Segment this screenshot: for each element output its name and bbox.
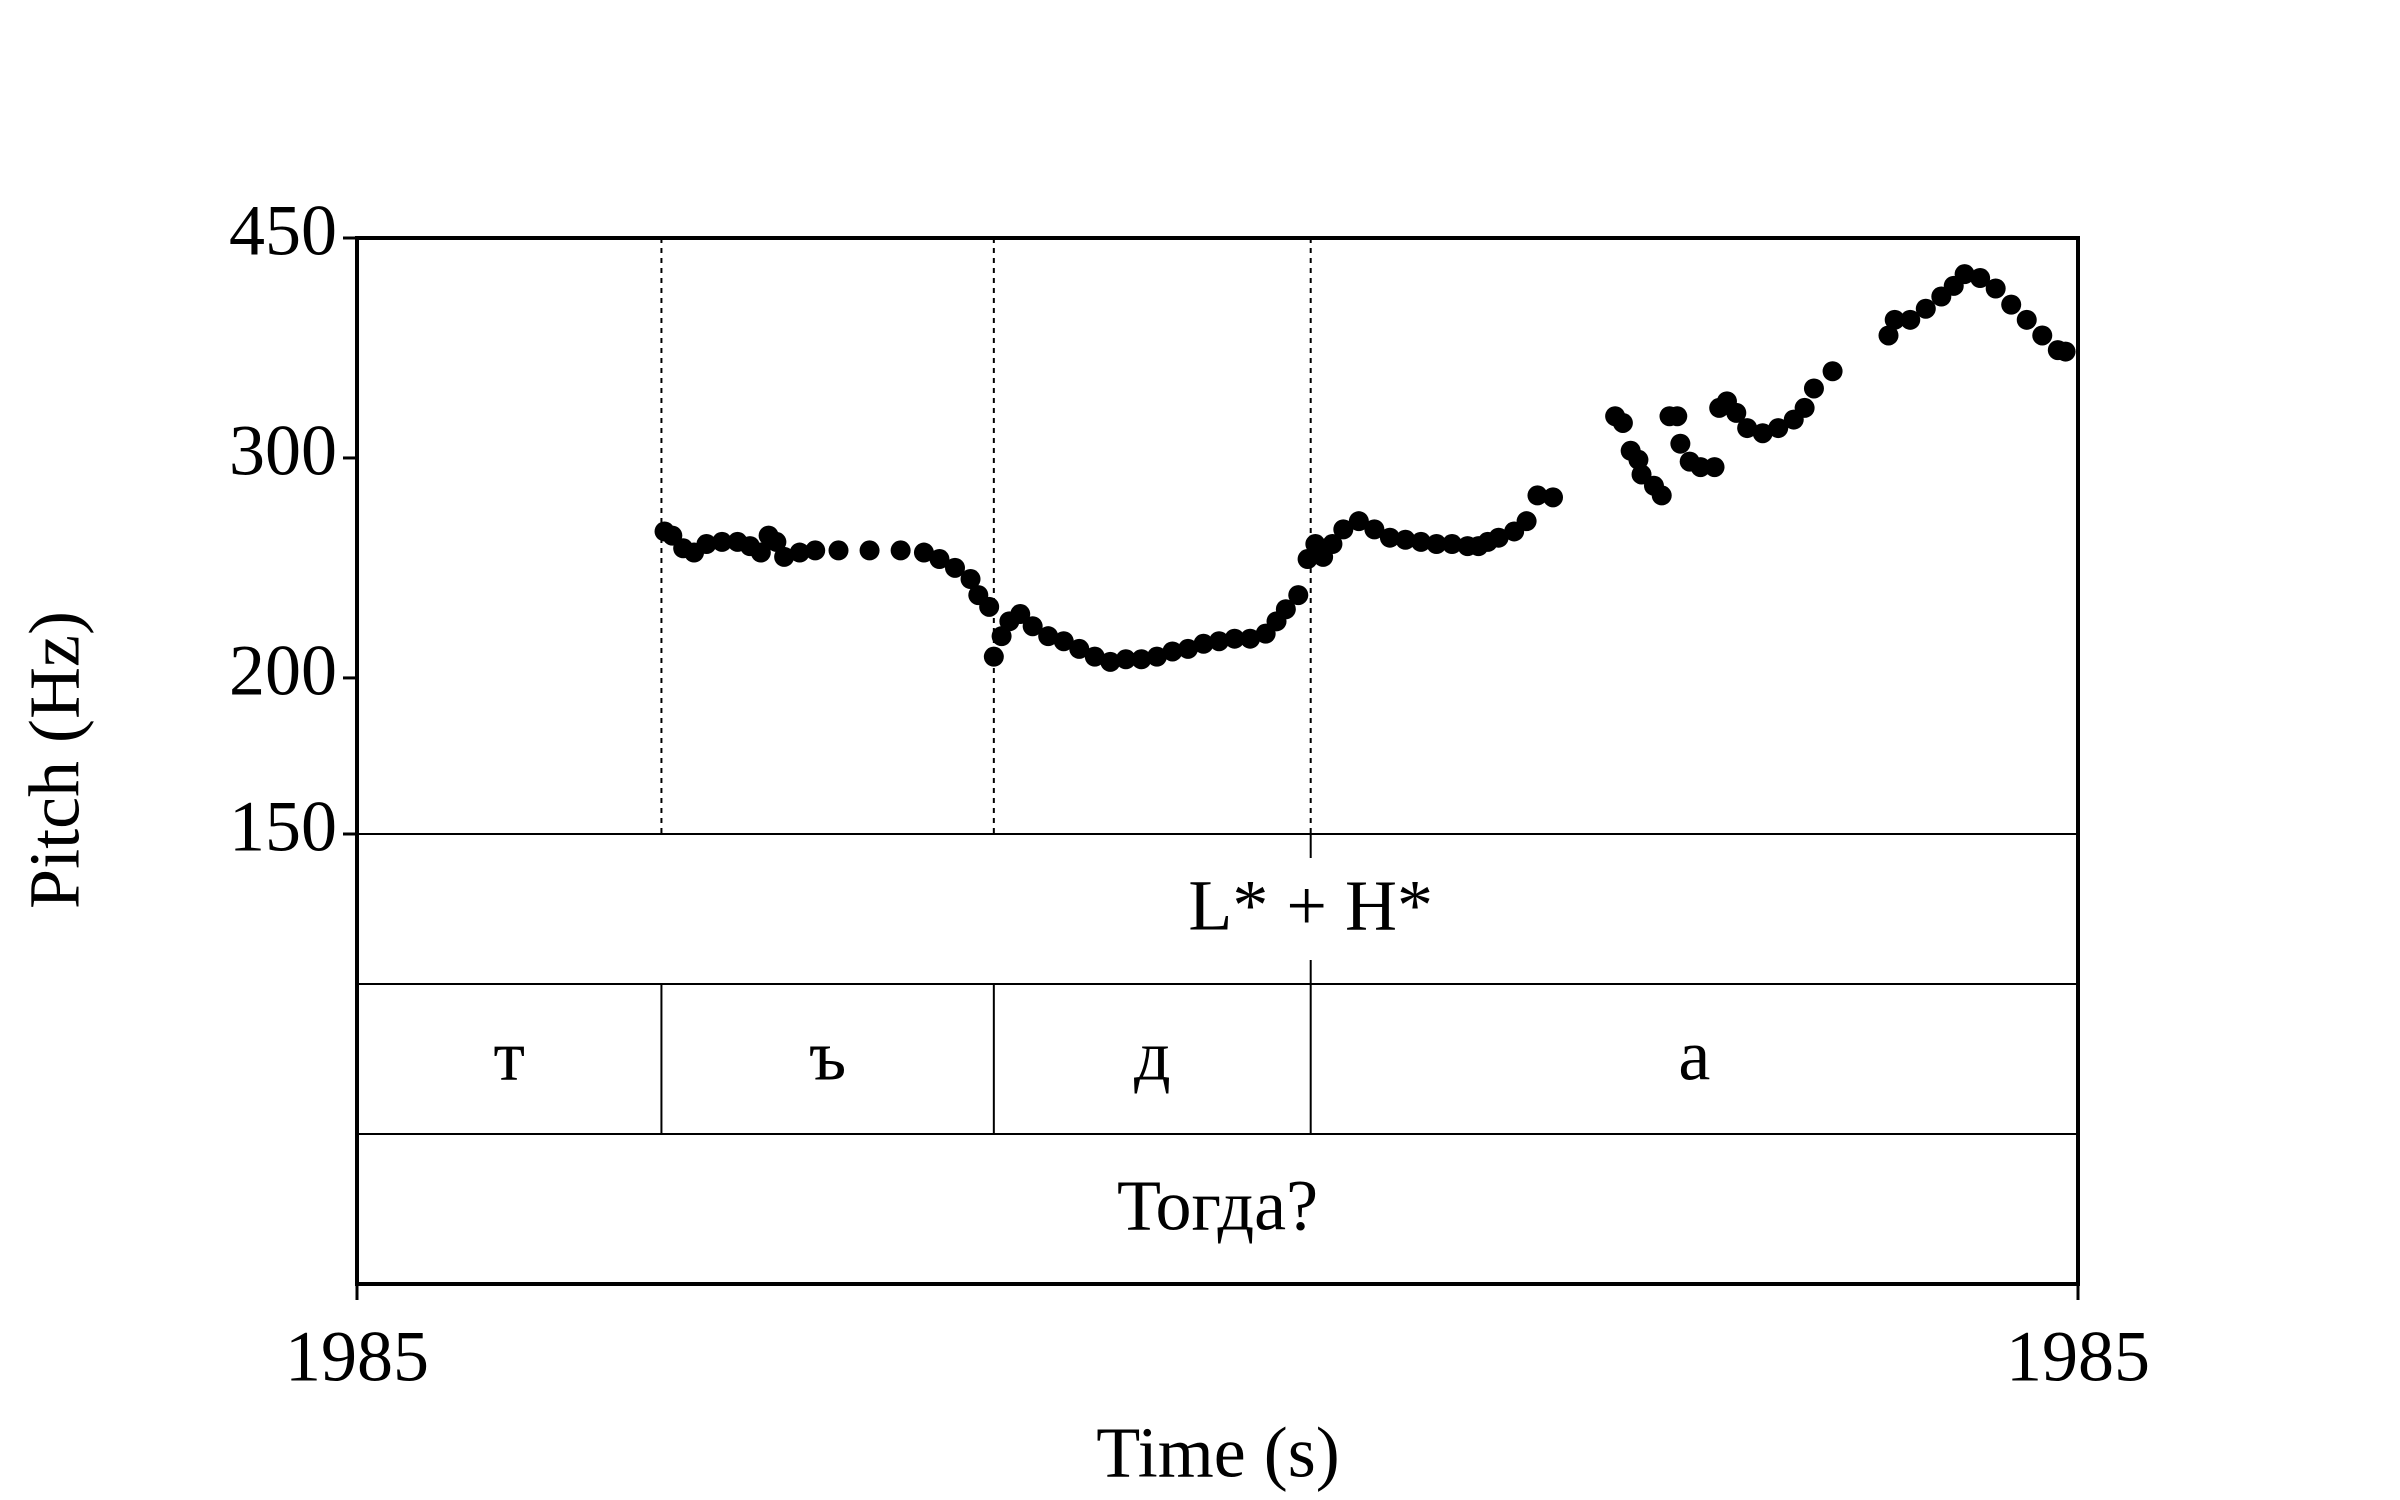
- pitch-point: [750, 542, 771, 563]
- tier-label: д: [1134, 1016, 1171, 1096]
- pitch-point: [1985, 278, 2006, 299]
- pitch-point: [1690, 457, 1711, 478]
- pitch-point: [1010, 604, 1031, 625]
- pitch-point: [1442, 534, 1463, 555]
- pitch-point: [1737, 418, 1758, 439]
- y-axis-label: Pitch (Hz): [15, 611, 95, 909]
- pitch-point: [1038, 626, 1059, 647]
- pitch-point: [766, 531, 787, 552]
- pitch-point: [1878, 325, 1899, 346]
- pitch-point: [991, 626, 1012, 647]
- pitch-point: [859, 540, 880, 561]
- pitch-point: [1900, 309, 1921, 330]
- pitch-point: [1364, 519, 1385, 540]
- pitch-point: [1726, 402, 1747, 423]
- pitch-point: [1069, 638, 1090, 659]
- pitch-point: [805, 540, 826, 561]
- pitch-point: [1333, 519, 1354, 540]
- y-tick-label: 200: [229, 630, 337, 710]
- pitch-point: [983, 646, 1004, 667]
- pitch-point: [1146, 646, 1167, 667]
- x-axis-label: Time (s): [1096, 1413, 1339, 1493]
- pitch-point: [1348, 511, 1369, 532]
- pitch-point: [712, 531, 733, 552]
- pitch-point: [1053, 631, 1074, 652]
- pitch-point: [2001, 294, 2022, 315]
- x-tick-label: 1985: [2006, 1317, 2150, 1397]
- pitch-point: [1209, 631, 1230, 652]
- pitch-point: [1410, 531, 1431, 552]
- pitch-point: [1752, 423, 1773, 444]
- tier-label: ъ: [809, 1016, 846, 1096]
- pitch-point: [1224, 628, 1245, 649]
- tier-label: L* + H*: [1188, 866, 1433, 946]
- pitch-point: [1177, 638, 1198, 659]
- pitch-point: [1193, 633, 1214, 654]
- pitch-point: [945, 557, 966, 578]
- pitch-point: [1543, 487, 1564, 508]
- pitch-point: [1022, 616, 1043, 637]
- pitch-point: [913, 542, 934, 563]
- pitch-point: [1115, 649, 1136, 670]
- tier-label: т: [493, 1016, 524, 1096]
- pitch-point: [1395, 529, 1416, 550]
- pitch-point: [960, 569, 981, 590]
- pitch-point: [1100, 651, 1121, 672]
- y-tick-label: 300: [229, 410, 337, 490]
- pitch-point: [1612, 412, 1633, 433]
- pitch-point: [1704, 457, 1725, 478]
- pitch-point: [1240, 628, 1261, 649]
- pitch-point: [2016, 309, 2037, 330]
- tier-label: а: [1678, 1016, 1710, 1096]
- pitch-point: [1426, 534, 1447, 555]
- pitch-point: [1162, 641, 1183, 662]
- pitch-point: [1670, 433, 1691, 454]
- pitch-point: [1822, 361, 1843, 382]
- pitch-point: [1651, 485, 1672, 506]
- pitch-point: [696, 534, 717, 555]
- y-tick-label: 450: [229, 191, 337, 271]
- pitch-point: [774, 546, 795, 567]
- tier-label: Тогда?: [1117, 1166, 1318, 1246]
- pitch-point: [1527, 485, 1548, 506]
- pitch-point: [1884, 309, 1905, 330]
- pitch-point: [1288, 585, 1309, 606]
- pitch-point: [1516, 511, 1537, 532]
- pitch-point: [2055, 341, 2076, 362]
- pitch-point: [789, 542, 810, 563]
- pitch-point: [890, 540, 911, 561]
- x-tick-label: 1985: [285, 1317, 429, 1397]
- pitch-point: [1275, 599, 1296, 620]
- pitch-point: [1297, 549, 1318, 570]
- pitch-point: [1915, 298, 1936, 319]
- pitch-point: [1794, 397, 1815, 418]
- pitch-point: [1768, 418, 1789, 439]
- pitch-point: [1131, 649, 1152, 670]
- pitch-point: [929, 549, 950, 570]
- pitch-point: [1084, 646, 1105, 667]
- pitch-point: [1667, 406, 1688, 427]
- pitch-point: [1322, 534, 1343, 555]
- pitch-point: [979, 596, 1000, 617]
- pitch-point: [1954, 264, 1975, 285]
- pitch-point: [1379, 527, 1400, 548]
- pitch-point: [1970, 268, 1991, 289]
- pitch-point: [1803, 378, 1824, 399]
- pitch-point: [1488, 527, 1509, 548]
- plot-frame: [355, 236, 2080, 1286]
- pitch-point: [2032, 325, 2053, 346]
- pitch-point: [828, 540, 849, 561]
- y-tick-label: 150: [229, 787, 337, 867]
